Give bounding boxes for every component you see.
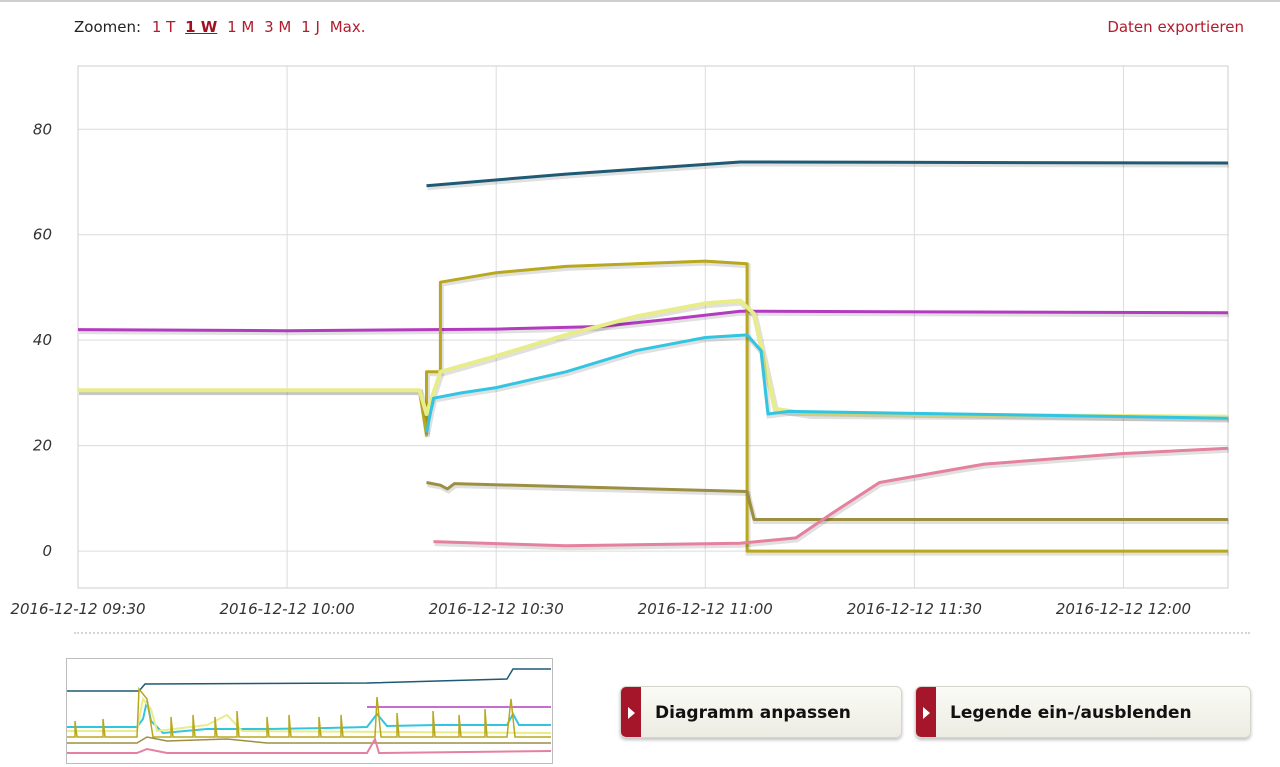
x-tick-label: 2016-12-12 12:00 [1056,600,1191,618]
series-line-3 [78,259,1228,553]
x-axis-labels: 2016-12-12 09:30 2016-12-12 10:00 2016-12-… [10,600,1191,618]
top-divider [0,0,1280,2]
nav-series-pink [67,736,552,755]
chart-grid [77,66,1228,588]
y-tick-label: 20 [33,437,52,455]
series-shadow [425,334,1230,435]
legend-button-tab [916,687,936,737]
adjust-button-label: Diagramm anpassen [655,703,851,723]
zoom-option-1-week[interactable]: 1 W [185,18,218,36]
adjust-chart-button[interactable]: Diagramm anpassen [620,686,902,738]
x-tick-label: 2016-12-12 10:30 [429,600,564,618]
series-line-4 [78,298,1229,419]
legend-button-label: Legende ein-/ausblenden [950,703,1192,723]
plot-area-border [77,65,1229,589]
series-line-7 [433,446,1229,548]
x-tick-label: 2016-12-12 11:30 [847,600,982,618]
dotted-separator [74,632,1250,634]
zoom-toolbar: Zoomen: 1 T 1 W 1 M 3 M 1 J Max. [74,18,370,36]
series-shadow [434,447,1230,551]
navigator-mini-chart [67,668,552,755]
nav-series-teal [67,668,551,692]
x-tick-label: 2016-12-12 09:30 [10,600,145,618]
toggle-legend-button[interactable]: Legende ein-/ausblenden [915,686,1251,738]
series-shadow [79,260,1229,556]
series-line-1 [426,160,1229,188]
adjust-button-tab [621,687,641,737]
navigator-overview[interactable] [66,658,553,764]
y-axis-labels: 0 20 40 60 80 [33,120,52,560]
play-arrow-icon [923,707,930,719]
chart-series [77,160,1230,556]
zoom-option-max[interactable]: Max. [329,18,366,36]
series-line-6 [426,481,1228,521]
series-shadow [78,310,1230,336]
zoom-option-1-year[interactable]: 1 J [301,18,320,36]
zoom-option-1-month[interactable]: 1 M [227,18,255,36]
y-tick-label: 40 [33,331,52,349]
zoom-label: Zoomen: [74,18,142,36]
series-line-5 [425,333,1229,433]
main-line-chart: 0 20 40 60 80 2016-12-12 09:30 2016-12-12 10:… [10,65,1230,618]
export-data-link[interactable]: Daten exportieren [1107,18,1244,36]
x-tick-label: 2016-12-12 10:00 [220,600,355,618]
zoom-option-1-day[interactable]: 1 T [151,18,176,36]
zoom-option-3-months[interactable]: 3 M [264,18,292,36]
x-tick-label: 2016-12-12 11:00 [638,600,773,618]
y-tick-label: 80 [33,120,52,138]
nav-series-olive [67,736,551,744]
y-tick-label: 0 [42,542,52,560]
y-tick-label: 60 [33,226,52,244]
nav-series-gold [67,686,551,738]
play-arrow-icon [628,707,635,719]
series-shadow [427,161,1230,191]
